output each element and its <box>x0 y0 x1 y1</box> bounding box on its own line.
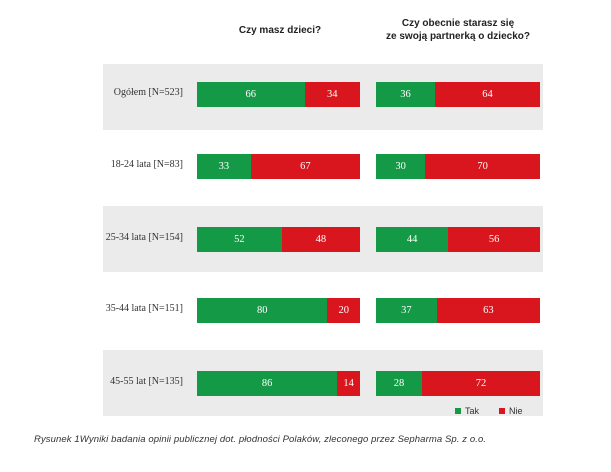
legend-swatch-tak <box>455 408 461 414</box>
legend-label-nie: Nie <box>509 406 523 416</box>
bar-segment-nie: 14 <box>337 370 360 396</box>
panel-title-trying-for-child: Czy obecnie starasz się ze swoją partner… <box>386 18 530 42</box>
legend-label-tak: Tak <box>465 406 480 416</box>
bar-segment-tak: 86 <box>197 370 338 396</box>
bar-segment-tak: 80 <box>197 297 328 323</box>
stacked-bar: 86 14 <box>197 370 360 396</box>
category-label: 25-34 lata [N=154] <box>105 232 183 243</box>
bar-segment-nie: 64 <box>435 81 540 107</box>
bar-segment-nie: 72 <box>421 370 540 396</box>
stacked-bar: 30 70 <box>376 153 540 179</box>
legend-item-tak: Tak <box>455 406 479 416</box>
category-label: Ogółem [N=523] <box>113 87 183 98</box>
stacked-bar: 37 63 <box>376 297 540 323</box>
stacked-bar: 66 34 <box>197 81 360 107</box>
bar-segment-nie: 48 <box>281 226 360 252</box>
stacked-bar: 28 72 <box>376 370 540 396</box>
legend: Tak Nie <box>455 406 523 416</box>
bar-segment-tak: 33 <box>197 153 251 179</box>
bar-segment-tak: 37 <box>376 297 437 323</box>
stacked-bar: 36 64 <box>376 81 540 107</box>
bar-segment-nie: 20 <box>327 297 360 323</box>
stacked-bar: 44 56 <box>376 226 540 252</box>
bar-segment-tak: 30 <box>376 153 426 179</box>
stacked-bar: 80 20 <box>197 297 360 323</box>
legend-swatch-nie <box>499 408 506 414</box>
panel-title-has-children: Czy masz dzieci? <box>238 25 322 36</box>
bar-segment-tak: 36 <box>376 81 436 107</box>
bar-segment-nie: 63 <box>436 297 540 323</box>
stacked-bar: 33 67 <box>197 153 360 179</box>
bar-segment-nie: 67 <box>250 153 360 179</box>
bar-segment-tak: 44 <box>376 226 449 252</box>
figure-caption: Rysunek 1Wyniki badania opinii publiczne… <box>34 434 487 445</box>
category-label: 35-44 lata [N=151] <box>105 303 183 314</box>
bar-segment-tak: 28 <box>376 370 422 396</box>
bar-segment-nie: 70 <box>425 153 540 179</box>
category-label: 18-24 lata [N=83] <box>110 159 183 170</box>
stacked-bar: 52 48 <box>197 226 360 252</box>
legend-item-nie: Nie <box>499 406 523 416</box>
category-label: 45-55 lat [N=135] <box>110 376 183 387</box>
bar-segment-nie: 56 <box>448 226 540 252</box>
bar-segment-tak: 66 <box>197 81 305 107</box>
bar-segment-nie: 34 <box>304 81 360 107</box>
bar-segment-tak: 52 <box>197 226 282 252</box>
